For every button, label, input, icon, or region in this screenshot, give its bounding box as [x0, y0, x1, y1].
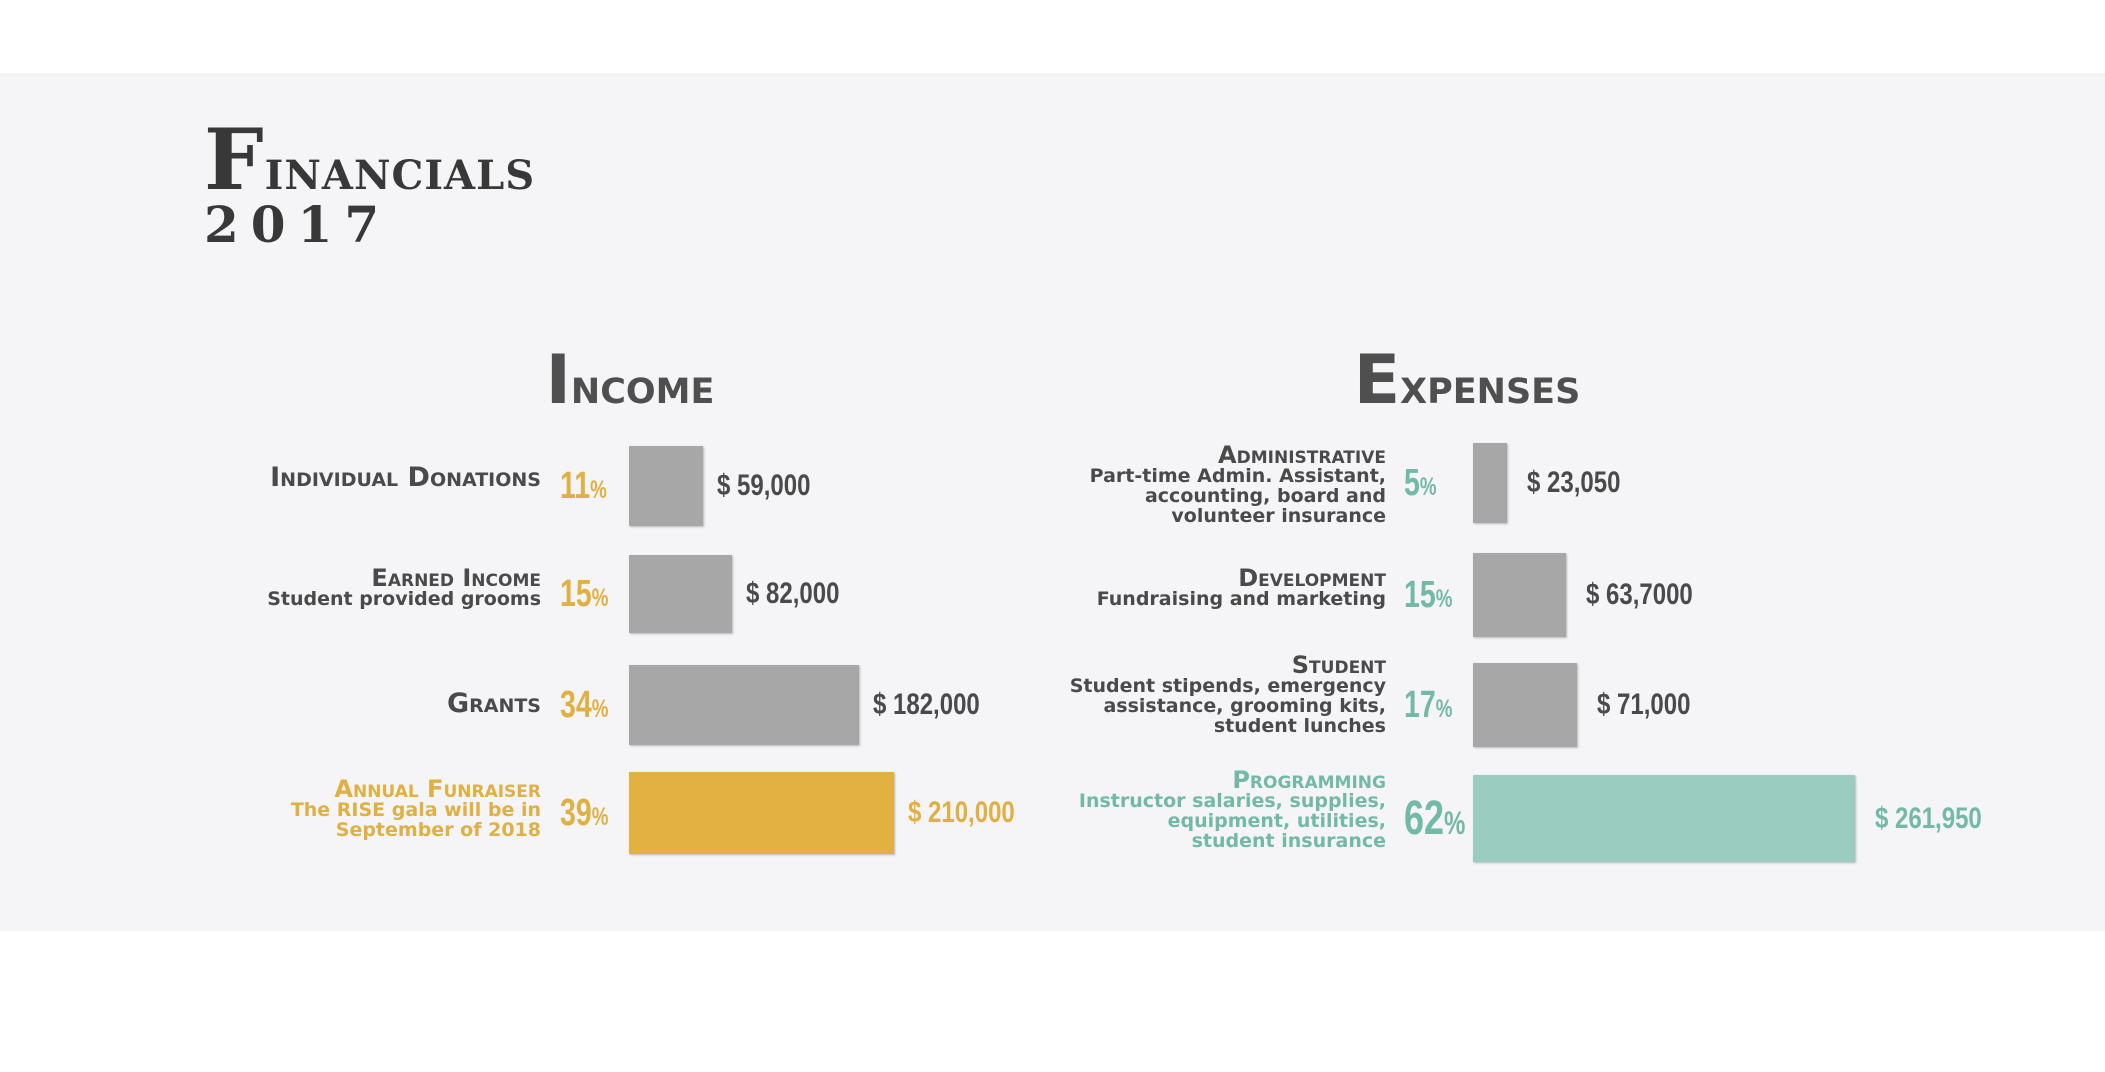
expense-percentage: 17% — [1404, 684, 1453, 726]
income-bar — [629, 446, 703, 526]
expense-percentage: 5% — [1404, 462, 1437, 504]
income-percentage: 39% — [560, 792, 609, 834]
income-label-group: Earned Income Student provided grooms — [267, 566, 541, 610]
income-label: Grants — [446, 688, 541, 719]
income-percentage: 15% — [560, 573, 609, 615]
expense-sublabel: accounting, board and — [1144, 484, 1386, 507]
income-amount: $ 182,000 — [873, 688, 980, 721]
page-title: Financials — [204, 110, 536, 209]
income-amount: $ 210,000 — [908, 796, 1015, 829]
expense-label: Administrative — [1218, 441, 1386, 469]
income-label: Annual Funraiser — [334, 775, 541, 803]
expense-amount: $ 261,950 — [1875, 801, 1982, 835]
expense-label-group: Programming Instructor salaries, supplies… — [1079, 768, 1386, 852]
income-sublabel: The RISE gala will be in — [290, 799, 541, 821]
expense-sublabel: Part-time Admin. Assistant, — [1089, 465, 1386, 487]
expenses-heading: Expenses — [1353, 341, 1581, 420]
expense-percentage: 15% — [1404, 574, 1453, 616]
income-label-group: Grants — [447, 690, 541, 717]
expense-sublabel: student insurance — [1191, 829, 1386, 852]
expense-sublabel: volunteer insurance — [1171, 504, 1386, 527]
expense-percentage: 62% — [1404, 791, 1466, 845]
expense-label: Student — [1291, 651, 1386, 679]
expense-label-group: Development Fundraising and marketing — [1097, 566, 1386, 610]
expense-bar — [1473, 443, 1507, 523]
income-percentage: 34% — [560, 684, 609, 726]
income-label: Earned Income — [371, 564, 541, 592]
income-label-group: Individual Donations — [270, 464, 541, 491]
expense-sublabel: Student stipends, emergency — [1069, 675, 1386, 697]
income-sublabel: September of 2018 — [335, 818, 541, 841]
expense-amount: $ 71,000 — [1597, 688, 1691, 721]
income-bar — [629, 772, 894, 854]
income-percentage: 11% — [560, 465, 607, 507]
expense-label-group: Student Student stipends, emergency assist… — [1070, 653, 1386, 737]
expense-label: Programming — [1232, 766, 1386, 794]
income-amount: $ 82,000 — [746, 577, 840, 610]
page-year: 2017 — [204, 195, 392, 254]
expense-amount: $ 63,7000 — [1586, 578, 1693, 611]
income-sublabel: Student provided grooms — [267, 588, 541, 610]
expense-bar — [1473, 553, 1566, 637]
income-label: Individual Donations — [270, 462, 541, 493]
income-heading: Income — [545, 341, 715, 420]
income-bar — [629, 555, 732, 633]
expense-sublabel: student lunches — [1213, 714, 1386, 737]
expense-sublabel: Instructor salaries, supplies, — [1078, 790, 1386, 812]
expense-label-group: Administrative Part-time Admin. Assistant… — [1090, 443, 1386, 527]
expense-amount: $ 23,050 — [1527, 466, 1621, 499]
expense-label: Development — [1238, 564, 1386, 592]
expense-bar — [1473, 775, 1855, 862]
income-bar — [629, 665, 859, 745]
expense-sublabel: Fundraising and marketing — [1096, 588, 1386, 610]
income-label-group: Annual Funraiser The RISE gala will be in… — [291, 777, 541, 841]
income-amount: $ 59,000 — [717, 469, 811, 502]
expense-sublabel: equipment, utilities, — [1167, 809, 1386, 832]
expense-bar — [1473, 663, 1577, 747]
expense-sublabel: assistance, grooming kits, — [1103, 694, 1386, 717]
